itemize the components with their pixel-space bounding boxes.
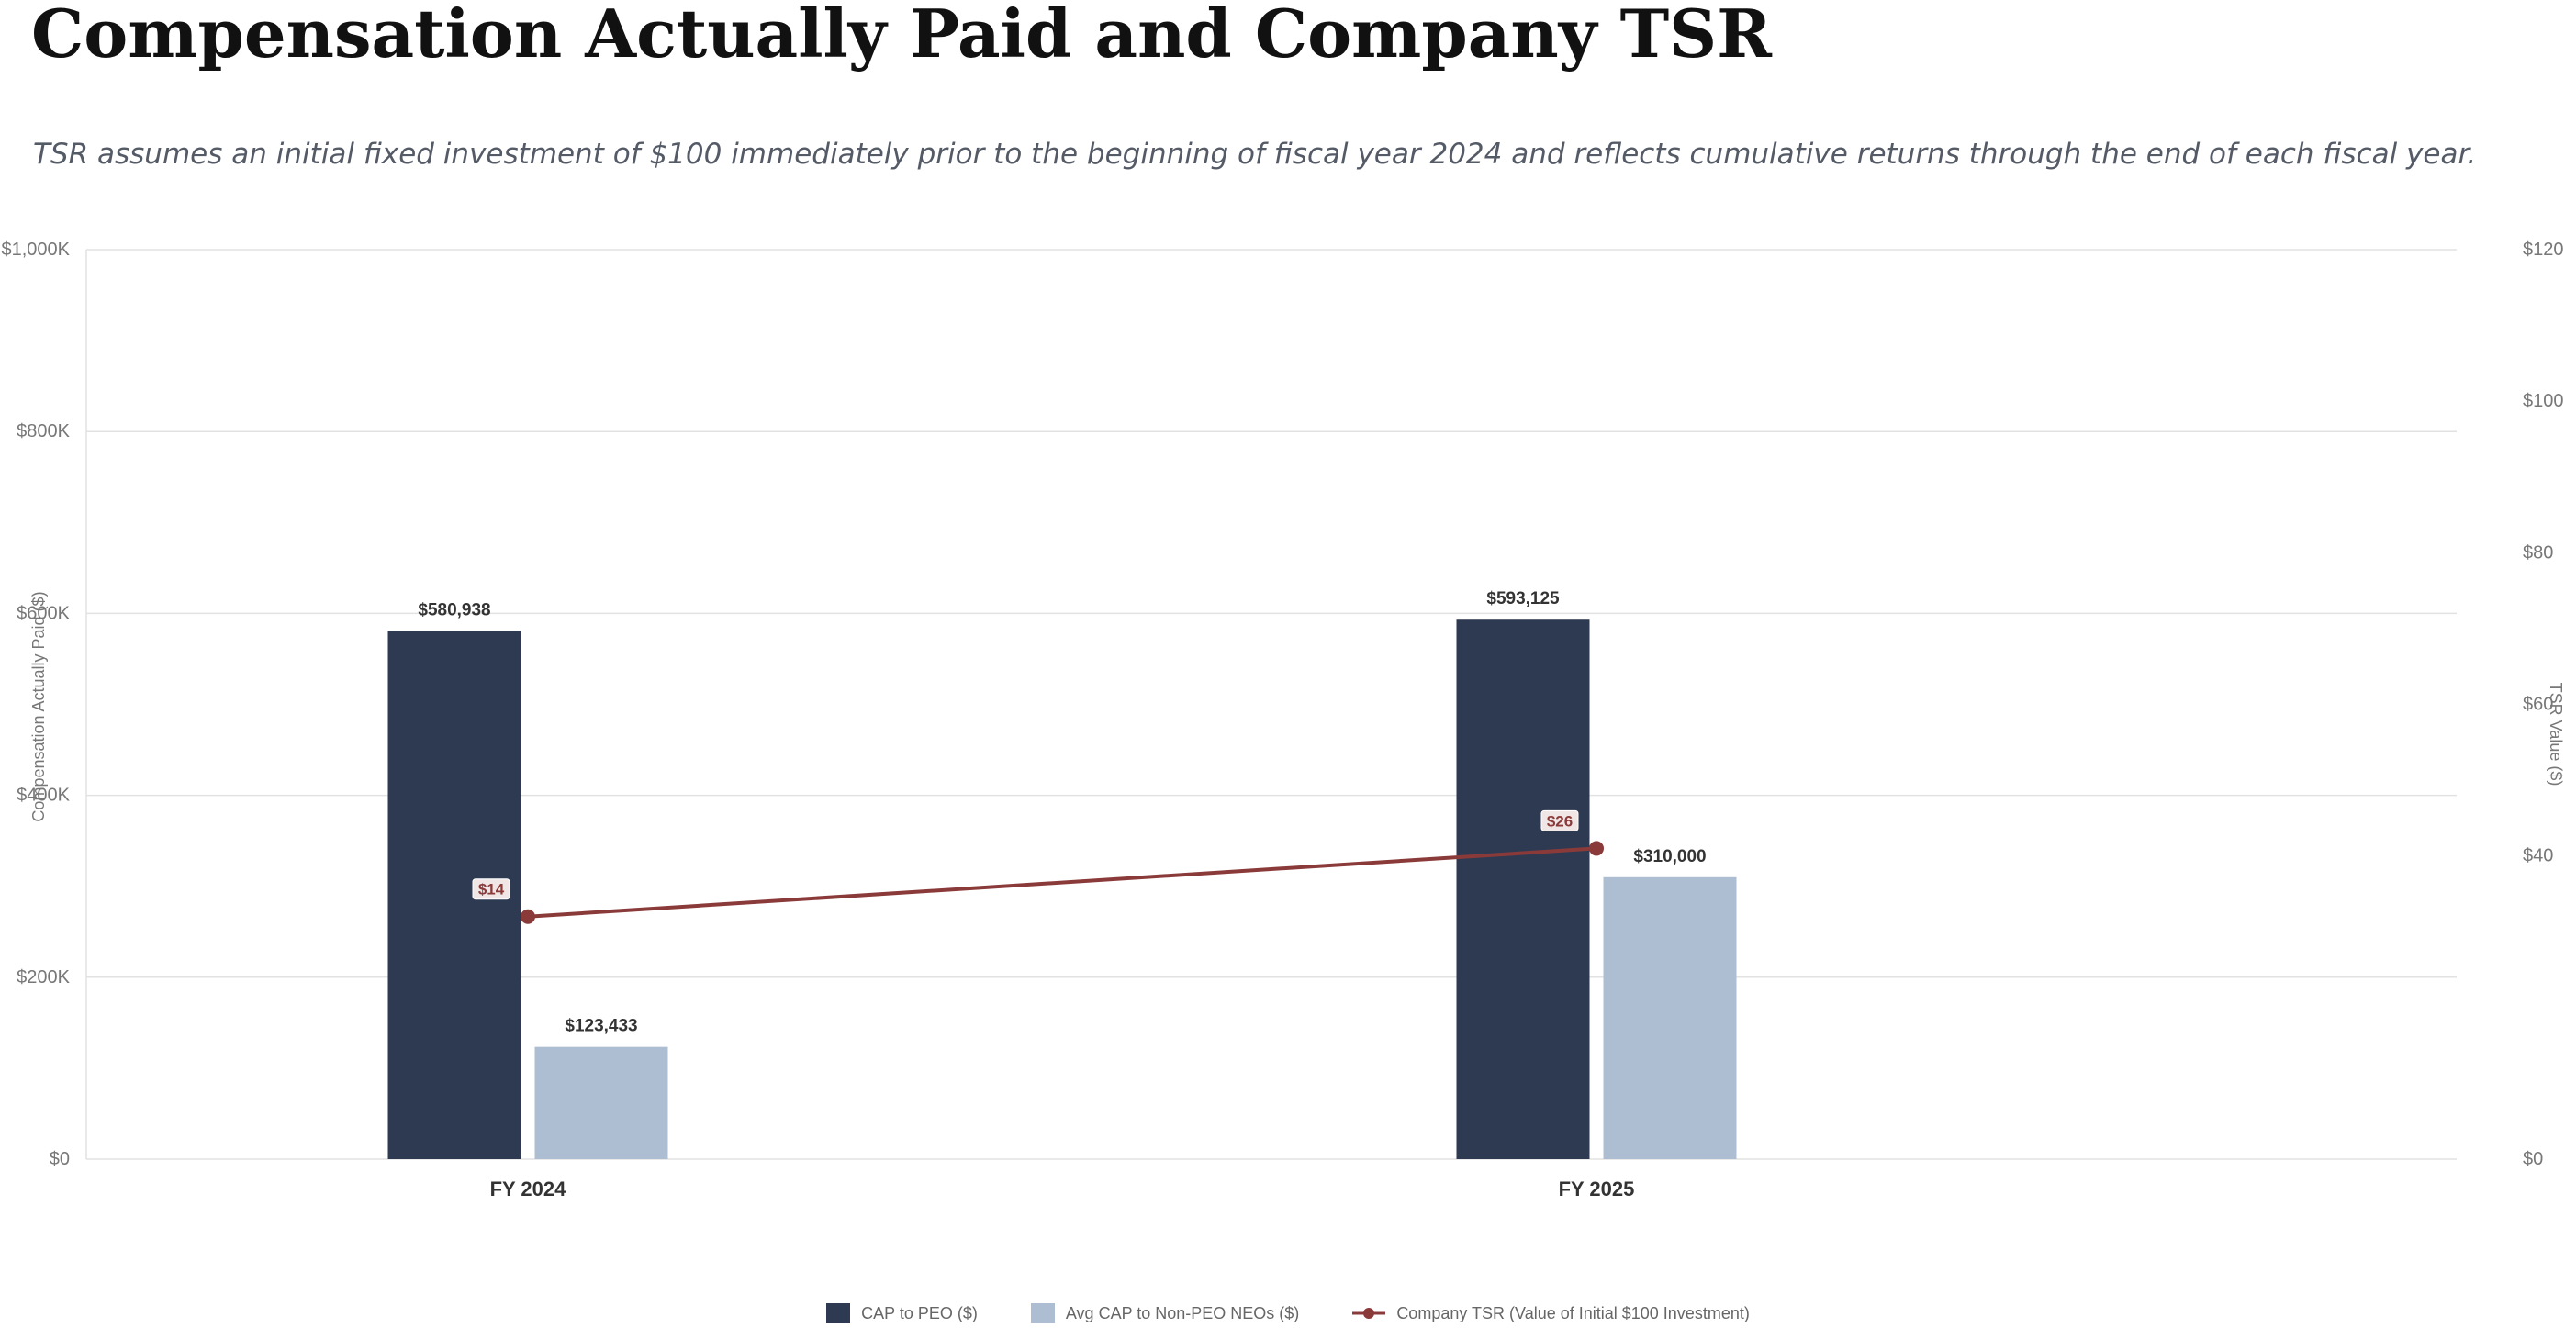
tsr-point-label: $14 [478,881,505,898]
bar-cap-neo-label: $310,000 [1633,847,1706,866]
tsr-point-label: $26 [1547,812,1573,830]
bar-cap-neo [534,1046,668,1159]
category-label: FY 2024 [490,1177,567,1200]
tsr-point [521,909,535,924]
right-tick-label: $100 [2523,391,2564,411]
bar-cap-peo [1456,619,1590,1159]
left-tick-label: $200K [17,967,70,988]
tsr-line [527,846,1597,919]
right-axis-title: TSR Value ($) [2547,683,2565,787]
left-tick-label: $1,000K [1,240,70,260]
tsr-point [1589,841,1604,856]
legend-item-cap-neo[interactable]: Avg CAP to Non-PEO NEOs ($) [1030,1303,1300,1323]
right-axis-ticks: $0 $40 $60 $80 $100 $120 [2523,240,2564,1169]
bar-cap-peo-label: $580,938 [418,600,490,619]
right-tick-label: $80 [2523,542,2553,563]
category-label: FY 2025 [1559,1177,1635,1200]
right-tick-label: $60 [2523,695,2553,715]
tsr-label-box [472,878,510,900]
legend-item-cap-peo[interactable]: CAP to PEO ($) [826,1303,978,1323]
bar-cap-neo [1603,876,1737,1159]
legend-swatch-cap-peo [826,1303,851,1323]
left-tick-label: $800K [17,421,70,441]
legend-label-cap-peo: CAP to PEO ($) [861,1303,978,1322]
tsr-line-series: $14 $26 [472,809,1604,924]
bar-series [387,619,1737,1159]
legend: CAP to PEO ($) Avg CAP to Non-PEO NEOs (… [0,1303,2576,1323]
legend-label-tsr: Company TSR (Value of Initial $100 Inves… [1396,1303,1750,1322]
right-tick-label: $120 [2523,240,2564,260]
legend-swatch-cap-neo [1030,1303,1055,1323]
left-tick-label: $600K [17,603,70,623]
legend-item-tsr[interactable]: Company TSR (Value of Initial $100 Inves… [1352,1303,1750,1323]
legend-swatch-tsr [1352,1308,1386,1319]
right-tick-label: $40 [2523,846,2553,866]
category-axis: FY 2024 FY 2025 [490,1177,1635,1200]
legend-label-cap-neo: Avg CAP to Non-PEO NEOs ($) [1065,1303,1300,1322]
bar-cap-neo-label: $123,433 [565,1017,637,1036]
left-tick-label: $0 [50,1149,70,1169]
tsr-label-box [1540,809,1579,831]
chart-subtitle: TSR assumes an initial fixed investment … [33,138,2477,171]
left-axis-title: Compensation Actually Paid ($) [29,591,48,821]
bar-data-labels: $580,938 $123,433 $593,125 $310,000 [418,589,1706,1035]
left-axis-ticks: $0 $200K $400K $600K $800K $1,000K [1,240,70,1169]
bar-cap-peo-label: $593,125 [1486,589,1560,608]
left-tick-label: $400K [17,786,70,806]
chart-title: Compensation Actually Paid and Company T… [31,0,1773,73]
right-tick-label: $0 [2523,1149,2543,1169]
